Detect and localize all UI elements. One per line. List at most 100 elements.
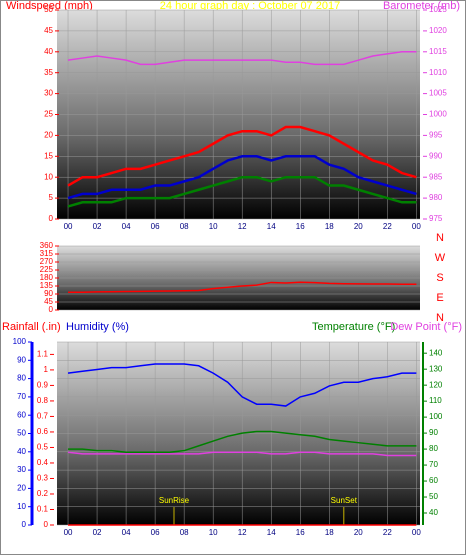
- y3-tick-label: 60: [17, 410, 26, 419]
- y-tick-label: 50: [44, 5, 53, 14]
- x-tick-label: 04: [122, 222, 131, 231]
- y-tick-label: 1: [44, 365, 49, 374]
- y3-tick-label: 10: [17, 502, 26, 511]
- x-tick-label: 20: [354, 528, 363, 537]
- y-tick-label: 0.6: [37, 427, 49, 436]
- x-tick-label: 02: [93, 222, 102, 231]
- series-line: [68, 281, 417, 293]
- y2-tick-label: 1005: [429, 89, 447, 98]
- y2-tick-label: 130: [429, 364, 443, 373]
- y3-tick-label: 30: [17, 465, 26, 474]
- x-tick-label: 14: [267, 222, 276, 231]
- x-tick-label: 10: [209, 222, 218, 231]
- y-tick-label: 0: [49, 214, 54, 223]
- compass-label: S: [436, 272, 443, 284]
- y3-tick-label: 50: [17, 429, 26, 438]
- y2-axis-title: Barometer (mb): [383, 0, 460, 12]
- y2-tick-label: 1000: [429, 110, 447, 119]
- y2-tick-label: 110: [429, 396, 442, 405]
- series-line: [67, 155, 417, 200]
- y-tick-label: 45: [44, 26, 53, 35]
- y-tick-label: 1.1: [37, 350, 49, 359]
- y2-tick-label: 1015: [429, 47, 447, 56]
- x-tick-label: 22: [383, 222, 392, 231]
- y-tick-label: 0.9: [37, 381, 49, 390]
- y2-tick-label: 100: [429, 412, 443, 421]
- y2-tick-label: 1025: [429, 5, 447, 14]
- y2-tick-label: 90: [429, 428, 438, 437]
- y-tick-label: 10: [44, 172, 53, 181]
- y-tick-label: 0.7: [37, 412, 49, 421]
- y-tick-label: 0.3: [37, 474, 49, 483]
- y-tick-label: 30: [44, 89, 53, 98]
- x-tick-label: 04: [122, 528, 131, 537]
- compass-label: N: [436, 232, 444, 244]
- x-tick-label: 16: [296, 528, 305, 537]
- x-tick-label: 12: [238, 222, 247, 231]
- y3-tick-label: 40: [17, 447, 26, 456]
- y-tick-label: 0.2: [37, 489, 49, 498]
- y-tick-label: 135: [40, 281, 54, 290]
- y3-tick-label: 100: [13, 337, 27, 346]
- y2-tick-label: 70: [429, 460, 438, 469]
- y-tick-label: 0: [44, 520, 49, 529]
- y-tick-label: 25: [44, 110, 53, 119]
- series-line: [68, 430, 417, 454]
- y-tick-label: 180: [40, 273, 54, 282]
- y-tick-label: 0.4: [37, 458, 49, 467]
- compass-label: W: [435, 252, 446, 264]
- y-tick-label: 0.1: [37, 505, 49, 514]
- x-tick-label: 12: [238, 528, 247, 537]
- y-tick-label: 0: [49, 305, 54, 314]
- y2-tick-label: 50: [429, 492, 438, 501]
- y2-tick-label: 995: [429, 131, 443, 140]
- y3-tick-label: 0: [22, 520, 27, 529]
- y2-tick-label: 985: [429, 172, 443, 181]
- x-tick-label: 18: [325, 222, 334, 231]
- legend-dew-point: Dew Point (°F): [390, 321, 462, 333]
- x-tick-label: 22: [383, 528, 392, 537]
- series-line: [67, 51, 417, 66]
- y3-tick-label: 20: [17, 484, 26, 493]
- x-tick-label: 14: [267, 528, 276, 537]
- x-tick-label: 16: [296, 222, 305, 231]
- y-tick-label: 270: [40, 257, 54, 266]
- x-tick-label: 06: [151, 528, 160, 537]
- x-tick-label: 10: [209, 528, 218, 537]
- y-tick-label: 0.5: [37, 443, 49, 452]
- y-tick-label: 360: [40, 241, 54, 250]
- y3-tick-label: 90: [17, 355, 26, 364]
- y3-tick-label: 80: [17, 374, 26, 383]
- y2-tick-label: 990: [429, 151, 443, 160]
- y2-tick-label: 140: [429, 348, 443, 357]
- x-tick-label: 08: [180, 528, 189, 537]
- x-tick-label: 00: [412, 528, 421, 537]
- y-tick-label: 15: [44, 151, 53, 160]
- series-line: [67, 125, 417, 187]
- y-tick-label: 40: [44, 47, 53, 56]
- compass-label: N: [436, 312, 444, 324]
- compass-label: E: [436, 292, 443, 304]
- y2-tick-label: 1010: [429, 68, 447, 77]
- x-tick-label: 18: [325, 528, 334, 537]
- y2-tick-label: 980: [429, 193, 443, 202]
- y-axis-title: Windspeed (mph): [6, 0, 93, 12]
- x-tick-label: 02: [93, 528, 102, 537]
- legend-rain: Rainfall (.in): [2, 321, 61, 333]
- y-tick-label: 5: [49, 193, 54, 202]
- x-tick-label: 00: [64, 528, 73, 537]
- y-tick-label: 0.8: [37, 396, 49, 405]
- chart-title: 24 hour graph day : October 07 2017: [160, 0, 340, 12]
- x-tick-label: 00: [64, 222, 73, 231]
- y3-tick-label: 70: [17, 392, 26, 401]
- y-tick-label: 225: [40, 265, 54, 274]
- annotation-label: SunRise: [159, 496, 190, 505]
- y2-tick-label: 975: [429, 214, 443, 223]
- y2-tick-label: 120: [429, 380, 443, 389]
- legend-humidity: Humidity (%): [66, 321, 129, 333]
- x-tick-label: 08: [180, 222, 189, 231]
- y2-tick-label: 80: [429, 444, 438, 453]
- y2-tick-label: 60: [429, 476, 438, 485]
- x-tick-label: 06: [151, 222, 160, 231]
